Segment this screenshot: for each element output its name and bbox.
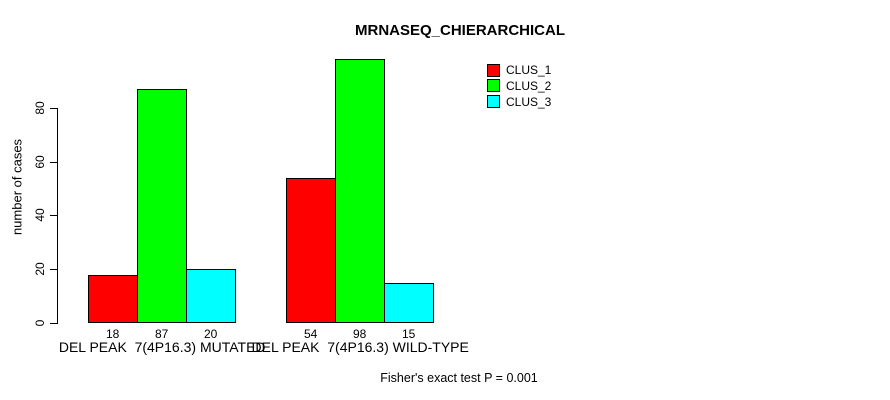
y-axis-line (57, 107, 58, 324)
bar-clus_3-group2 (383, 282, 434, 323)
legend-item-clus_3: CLUS_3 (487, 95, 551, 109)
stat-annotation: Fisher's exact test P = 0.001 (380, 371, 538, 385)
y-axis-tick (50, 215, 57, 217)
bar-clus_3-group1 (185, 269, 236, 323)
bar-value-label: 87 (155, 327, 169, 341)
legend-item-clus_1: CLUS_1 (487, 63, 551, 77)
bar-clus_1-group2 (285, 177, 336, 323)
x-category-label: DEL PEAK 7(4P16.3) WILD-TYPE (251, 339, 469, 355)
legend-swatch-clus_2 (487, 79, 500, 93)
legend-swatch-clus_1 (487, 63, 500, 77)
legend-label-clus_3: CLUS_3 (506, 94, 552, 109)
y-axis-tick (50, 107, 57, 109)
y-axis-tick (50, 269, 57, 271)
legend-swatch-clus_3 (487, 95, 500, 109)
bar-clus_2-group2 (334, 59, 385, 323)
y-axis-tick (50, 161, 57, 163)
bar-clus_2-group1 (136, 88, 187, 323)
legend-item-clus_2: CLUS_2 (487, 79, 551, 93)
bar-value-label: 18 (106, 327, 120, 341)
legend-label-clus_2: CLUS_2 (506, 78, 552, 93)
y-axis-tick (50, 323, 57, 324)
bar-clus_1-group1 (87, 274, 138, 323)
bar-value-label: 54 (304, 327, 318, 341)
x-category-label: DEL PEAK 7(4P16.3) MUTATED (58, 339, 266, 355)
bar-value-label: 20 (204, 327, 218, 341)
bar-value-label: 98 (353, 327, 367, 341)
bar-value-label: 15 (402, 327, 416, 341)
legend-label-clus_1: CLUS_1 (506, 63, 552, 77)
chart-title: MRNASEQ_CHIERARCHICAL (354, 22, 566, 39)
